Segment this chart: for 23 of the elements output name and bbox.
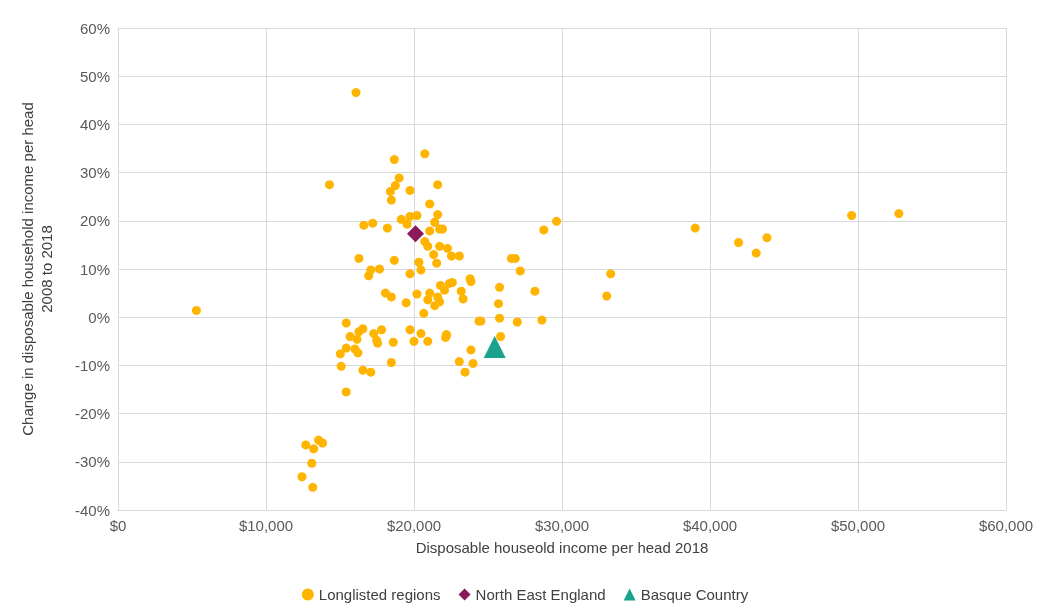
legend-label: North East England	[475, 586, 606, 603]
y-tick-label: 50%	[79, 67, 110, 85]
y-tick-label: 40%	[79, 115, 110, 133]
x-tick-label: $0	[109, 517, 127, 534]
legend-label: Basque Country	[640, 586, 749, 603]
y-tick-label: 60%	[79, 19, 110, 37]
y-tick-label: 0%	[88, 308, 110, 326]
x-tick-label: $60,000	[978, 517, 1034, 534]
x-tick-label: $20,000	[386, 517, 442, 534]
y-tick-label: 20%	[79, 212, 110, 230]
y-tick-label: -30%	[74, 453, 110, 471]
x-axis-title: Disposable houseold income per head 2018	[415, 539, 709, 556]
x-tick-label: $40,000	[682, 517, 738, 534]
y-axis-title: Change in disposable household income per head 2008 to 2018	[19, 102, 55, 436]
x-tick-label: $10,000	[238, 517, 294, 534]
x-tick-label: $30,000	[534, 517, 590, 534]
y-tick-label: 10%	[79, 260, 110, 278]
legend-label: Longlisted regions	[318, 586, 441, 603]
x-tick-label: $50,000	[830, 517, 886, 534]
y-tick-label: -20%	[74, 405, 110, 423]
y-tick-label: 30%	[79, 164, 110, 182]
y-tick-label: -40%	[74, 501, 110, 519]
y-tick-label: -10%	[74, 356, 110, 374]
